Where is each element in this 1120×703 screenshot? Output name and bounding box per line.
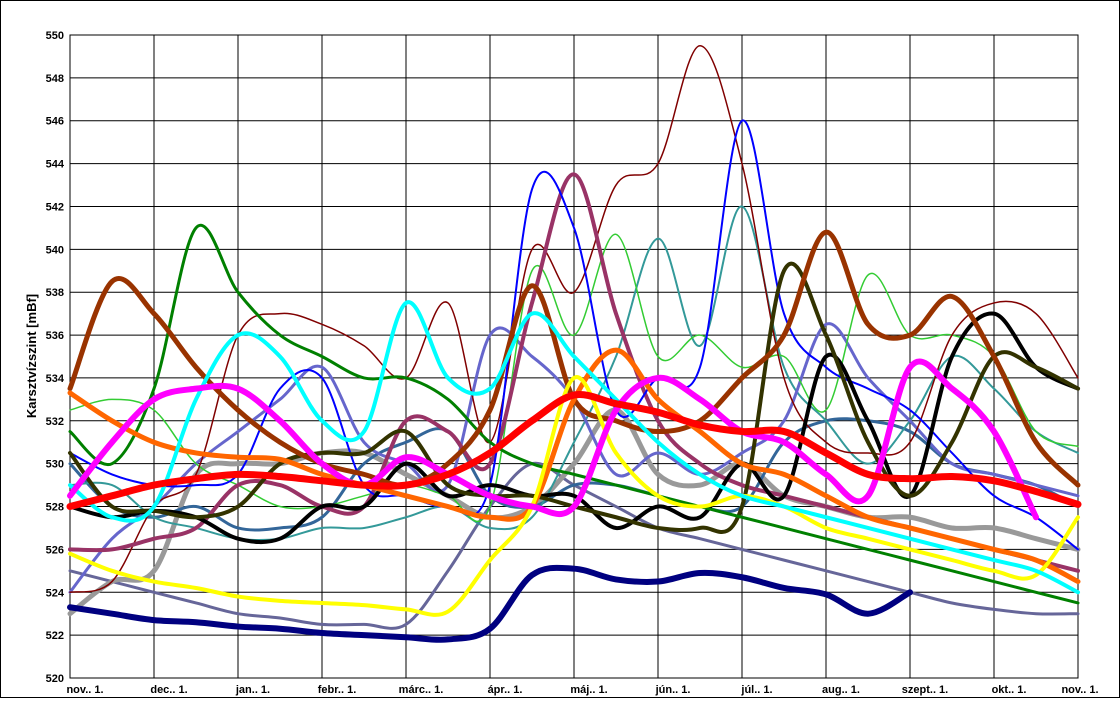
y-tick-label: 522: [46, 630, 64, 642]
x-tick-label: jún.. 1.: [655, 684, 691, 696]
series-line: [67, 407, 1081, 617]
x-tick-label: nov.. 1.: [66, 684, 103, 696]
series-line: [66, 391, 1082, 511]
y-tick-label: 546: [46, 116, 64, 128]
series-line: [69, 233, 1079, 523]
x-tick-label: márc.. 1.: [399, 684, 444, 696]
y-axis-label: Karsztvízszint [mBf]: [24, 294, 39, 418]
y-tick-label: 536: [46, 330, 64, 342]
y-tick-label: 538: [46, 287, 64, 299]
series-line: [68, 375, 1080, 617]
x-tick-label: máj.. 1.: [570, 684, 607, 696]
x-tick-label: júl.. 1.: [740, 684, 772, 696]
y-tick-label: 524: [46, 587, 65, 599]
y-tick-label: 544: [46, 159, 65, 171]
series-line: [68, 300, 1080, 595]
y-tick-label: 530: [46, 459, 64, 471]
x-tick-label: okt.. 1.: [992, 684, 1027, 696]
series-line: [67, 358, 1039, 521]
x-tick-label: jan.. 1.: [235, 684, 270, 696]
y-tick-label: 520: [46, 673, 64, 685]
series-line: [68, 261, 1080, 534]
series-line: [68, 311, 1080, 545]
x-tick-label: ápr.. 1.: [488, 684, 523, 696]
x-tick-label: febr.. 1.: [318, 684, 357, 696]
y-tick-label: 528: [46, 502, 64, 514]
y-tick-label: 540: [46, 244, 64, 256]
y-tick-label: 534: [46, 373, 65, 385]
series-line: [67, 347, 1081, 585]
x-tick-label: dec.. 1.: [150, 684, 187, 696]
y-tick-label: 548: [46, 73, 64, 85]
x-tick-label: aug.. 1.: [822, 684, 860, 696]
y-tick-label: 542: [46, 201, 64, 213]
series-line: [67, 564, 913, 643]
y-tick-label: 550: [46, 30, 64, 42]
y-tick-label: 526: [46, 544, 64, 556]
x-tick-label: nov.. 1.: [1061, 684, 1098, 696]
x-tick-label: szept.. 1.: [902, 684, 948, 696]
y-tick-label: 532: [46, 416, 64, 428]
series-line: [68, 417, 1080, 532]
